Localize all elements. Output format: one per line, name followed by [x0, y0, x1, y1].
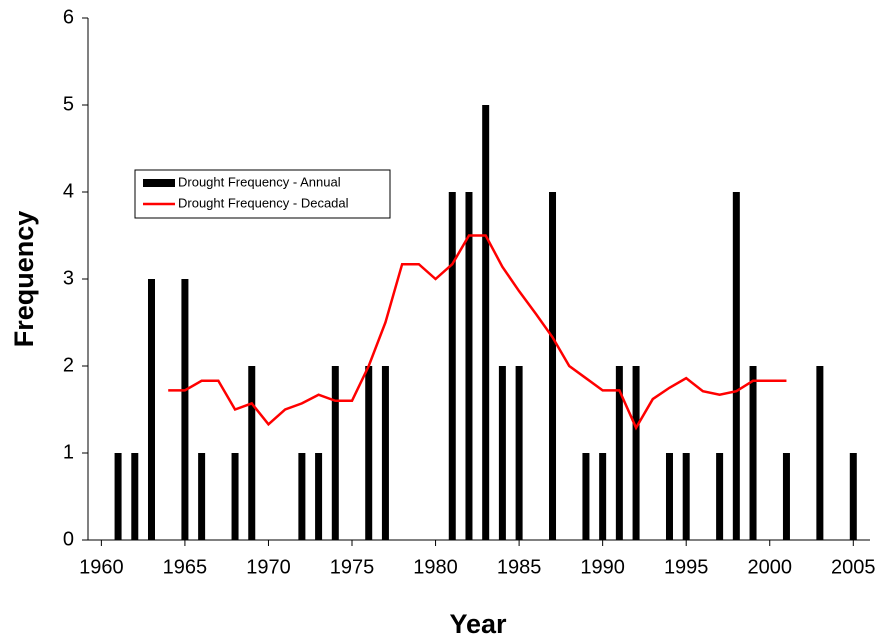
bar — [632, 366, 640, 540]
legend-label: Drought Frequency - Annual — [178, 174, 341, 189]
bar — [498, 366, 506, 540]
bar — [615, 366, 623, 540]
bar — [315, 453, 323, 540]
x-tick-label: 1980 — [413, 556, 458, 578]
bar — [331, 366, 339, 540]
bar — [114, 453, 122, 540]
bar — [782, 453, 790, 540]
bar — [549, 192, 557, 540]
bar — [198, 453, 206, 540]
x-tick-label: 1995 — [664, 556, 709, 578]
bar — [365, 366, 373, 540]
bar — [515, 366, 523, 540]
x-tick-label: 1990 — [580, 556, 625, 578]
x-tick-label: 2000 — [747, 556, 792, 578]
y-tick-label: 4 — [63, 180, 74, 202]
bar — [682, 453, 690, 540]
y-axis-title: Frequency — [9, 211, 39, 348]
legend-box — [134, 169, 391, 219]
bar — [131, 453, 139, 540]
legend-marker — [143, 179, 175, 187]
bar — [582, 453, 590, 540]
bar — [665, 453, 673, 540]
bar — [231, 453, 239, 540]
x-axis-title: Year — [449, 609, 507, 639]
bar — [599, 453, 607, 540]
y-tick-label: 2 — [63, 354, 74, 376]
bar — [381, 366, 389, 540]
y-tick-label: 6 — [63, 6, 74, 28]
x-tick-label: 1965 — [163, 556, 208, 578]
bar — [147, 279, 155, 540]
bar — [181, 279, 189, 540]
bar — [448, 192, 456, 540]
bar — [732, 192, 740, 540]
x-tick-label: 1960 — [79, 556, 124, 578]
bar — [749, 366, 757, 540]
x-tick-label: 1975 — [330, 556, 375, 578]
x-tick-label: 2005 — [831, 556, 876, 578]
bar — [716, 453, 724, 540]
line — [168, 234, 787, 431]
bar — [248, 366, 256, 540]
bar — [816, 366, 824, 540]
y-tick-label: 5 — [63, 93, 74, 115]
x-tick-label: 1970 — [246, 556, 291, 578]
bar — [298, 453, 306, 540]
bar — [482, 105, 490, 540]
y-tick-label: 3 — [63, 267, 74, 289]
y-tick-label: 0 — [63, 528, 74, 550]
legend-label: Drought Frequency - Decadal — [178, 195, 349, 210]
bar — [465, 192, 473, 540]
y-tick-label: 1 — [63, 441, 74, 463]
legend: Drought Frequency - Annual Drought Freque… — [134, 169, 391, 219]
x-tick-label: 1985 — [497, 556, 542, 578]
bar — [849, 453, 857, 540]
